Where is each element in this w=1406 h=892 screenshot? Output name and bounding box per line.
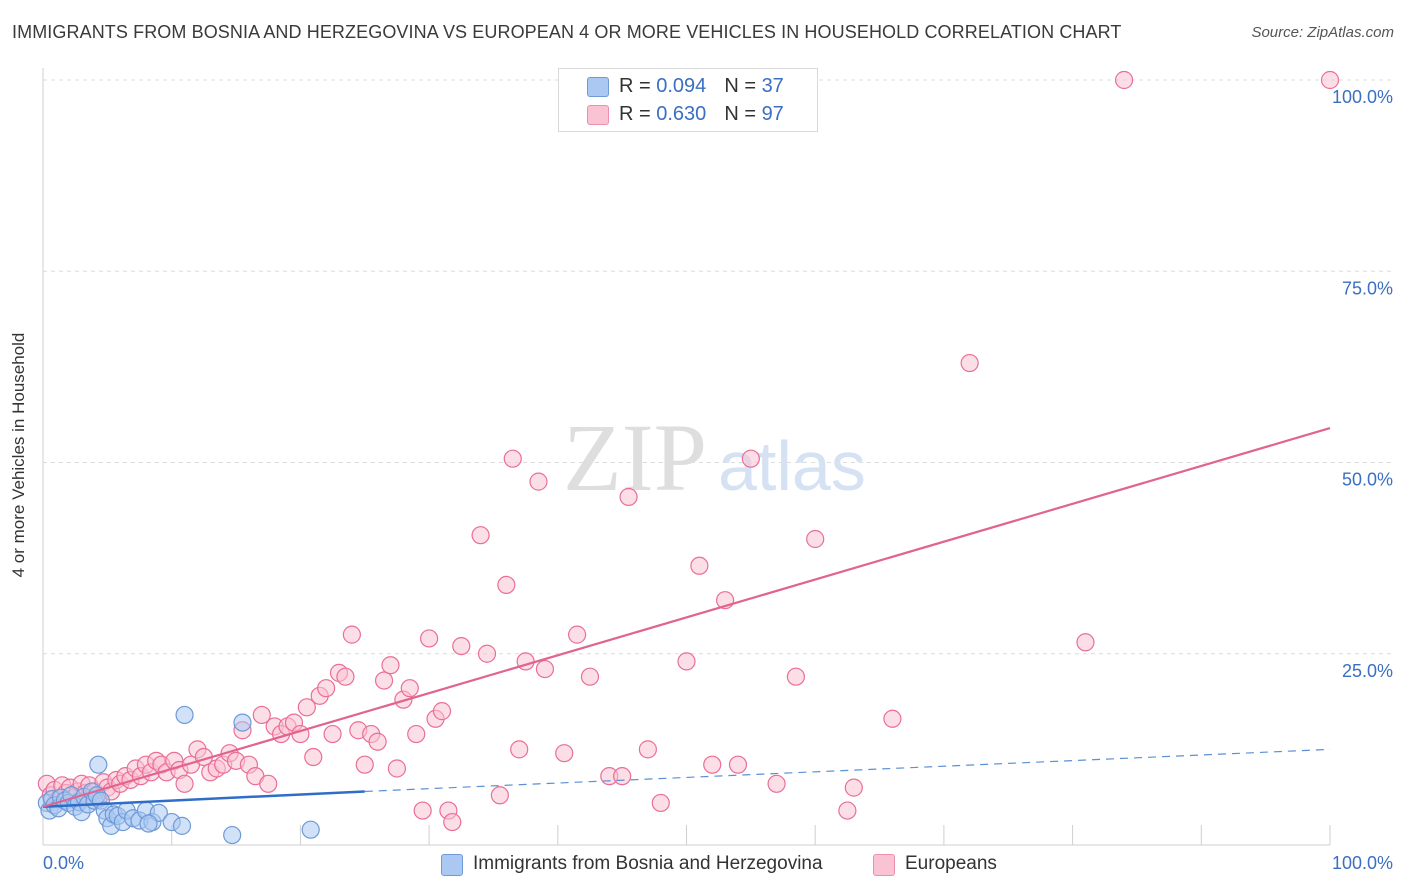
point-europeans: [510, 740, 529, 759]
point-europeans: [883, 709, 902, 728]
watermark: ZIP atlas: [563, 404, 866, 511]
point-europeans: [407, 724, 426, 744]
point-europeans: [838, 801, 857, 820]
source-credit: Source: ZipAtlas.com: [1251, 24, 1394, 41]
legend-n-label: N =: [724, 103, 762, 125]
point-europeans: [175, 774, 194, 793]
point-europeans: [336, 667, 355, 686]
point-europeans: [806, 529, 825, 549]
trend-line-europeans: [42, 427, 1331, 808]
trend-line-bosnia: [42, 790, 365, 808]
point-europeans: [374, 671, 394, 690]
point-europeans: [443, 812, 462, 832]
point-europeans: [420, 629, 439, 648]
point-europeans: [651, 793, 670, 813]
legend-n-label: N =: [724, 75, 762, 97]
point-europeans: [767, 774, 786, 793]
trend-line-bosnia-extension: [364, 748, 1331, 793]
legend-swatch-bosnia: [587, 77, 609, 97]
point-europeans: [323, 724, 342, 744]
point-europeans: [317, 679, 336, 698]
watermark-atlas: atlas: [718, 427, 866, 505]
y-tick-label: 100.0%: [1332, 87, 1393, 107]
point-bosnia: [223, 825, 242, 845]
y-tick-label: 25.0%: [1342, 661, 1393, 681]
point-europeans: [960, 353, 979, 373]
legend-swatch-europeans: [587, 105, 609, 125]
legend-r-value: 0.630: [656, 103, 707, 125]
point-europeans: [613, 767, 632, 786]
bottom-legend-label-bosnia: Immigrants from Bosnia and Herzegovina: [473, 853, 823, 874]
y-axis-label: 4 or more Vehicles in Household: [9, 332, 28, 578]
point-europeans: [1076, 633, 1095, 652]
point-europeans: [741, 449, 760, 468]
point-europeans: [355, 755, 374, 774]
y-tick-label: 75.0%: [1342, 278, 1393, 298]
point-europeans: [471, 526, 490, 545]
point-europeans: [432, 702, 452, 721]
axes: [42, 68, 1331, 846]
point-europeans: [844, 778, 863, 797]
bottom-legend-label-europeans: Europeans: [905, 853, 997, 874]
point-europeans: [400, 679, 419, 698]
point-europeans: [677, 652, 696, 671]
point-europeans: [503, 449, 522, 468]
point-europeans: [381, 656, 400, 675]
bottom-legend-swatch-europeans: [873, 854, 895, 876]
gridlines: [43, 79, 1392, 655]
point-europeans: [690, 556, 709, 575]
point-europeans: [304, 747, 323, 767]
x-tick-label: 0.0%: [43, 853, 84, 873]
point-europeans: [477, 644, 497, 663]
tick-labels: 25.0% 50.0% 75.0% 100.0% 0.0% 100.0%: [43, 87, 1393, 873]
trend-lines: [42, 427, 1331, 808]
point-europeans: [452, 636, 471, 656]
point-europeans: [728, 755, 748, 774]
point-bosnia: [139, 814, 158, 833]
point-europeans: [786, 667, 805, 686]
point-europeans: [490, 786, 509, 805]
point-europeans: [1320, 70, 1340, 90]
point-europeans: [529, 472, 548, 491]
point-bosnia: [172, 816, 192, 835]
legend-r-label: R =: [619, 103, 657, 125]
point-europeans: [619, 487, 638, 507]
point-europeans: [497, 575, 516, 595]
point-bosnia: [175, 705, 194, 725]
legend-n-value: 37: [761, 75, 784, 97]
point-europeans: [555, 744, 574, 763]
point-europeans: [387, 759, 407, 778]
legend-r-label: R =: [619, 75, 657, 97]
y-tick-label: 50.0%: [1342, 470, 1393, 490]
point-europeans: [638, 740, 657, 759]
point-europeans: [297, 698, 316, 717]
bottom-legend-swatch-bosnia: [441, 854, 463, 876]
chart-title: IMMIGRANTS FROM BOSNIA AND HERZEGOVINA V…: [12, 22, 1122, 42]
data-points: [37, 70, 1340, 845]
x-tick-label: 100.0%: [1332, 853, 1393, 873]
point-europeans: [259, 774, 278, 793]
point-bosnia: [301, 820, 320, 839]
point-europeans: [580, 667, 600, 686]
point-europeans: [342, 625, 361, 644]
legend-r-value: 0.094: [656, 75, 707, 97]
point-europeans: [413, 801, 432, 820]
legend-n-value: 97: [761, 103, 784, 125]
point-europeans: [568, 625, 587, 644]
point-bosnia: [233, 713, 252, 732]
point-europeans: [252, 705, 271, 725]
point-europeans: [703, 755, 722, 774]
point-europeans: [535, 659, 555, 679]
point-bosnia: [89, 755, 108, 774]
point-europeans: [368, 732, 387, 751]
point-europeans: [1114, 70, 1134, 90]
stats-legend: R = 0.094 N = 37 R = 0.630 N = 97: [558, 68, 818, 132]
